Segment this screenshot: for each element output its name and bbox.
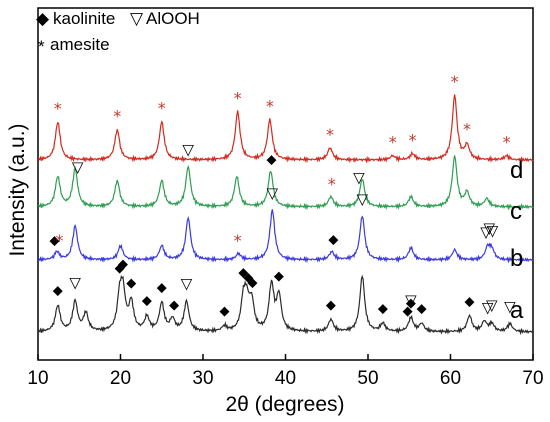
amesite-marker-11: * — [451, 72, 459, 91]
x-tick-label-20: 20 — [110, 368, 131, 389]
x-axis-label: 2θ (degrees) — [225, 393, 344, 416]
alooh-marker-12: ▽ — [182, 140, 194, 158]
x-tick-label-50: 50 — [357, 368, 378, 389]
amesite-marker-5: * — [234, 231, 242, 250]
legend-kaolinite-symbol: ◆ — [36, 9, 50, 28]
kaolinite-marker-7: ◆ — [219, 304, 229, 319]
kaolinite-marker-11: ◆ — [266, 152, 276, 167]
kaolinite-marker-20: ◆ — [50, 234, 60, 249]
amesite-marker-6: * — [266, 97, 274, 116]
alooh-marker-10: ▽ — [487, 222, 499, 240]
x-tick-label-10: 10 — [27, 368, 48, 389]
series-c-line — [37, 155, 534, 211]
amesite-marker-12: * — [463, 120, 471, 139]
legend-amesite-label: amesite — [50, 35, 110, 54]
alooh-marker-3: ▽ — [356, 190, 368, 208]
alooh-marker-4: ▽ — [405, 291, 417, 309]
kaolinite-marker-10: ◆ — [248, 275, 258, 290]
alooh-marker-1: ▽ — [181, 275, 193, 293]
amesite-marker-8: * — [328, 174, 336, 193]
legend-kaolinite-label: kaolinite — [53, 9, 115, 28]
plot-frame — [37, 7, 534, 361]
kaolinite-marker-9: ◆ — [243, 270, 253, 285]
alooh-marker-9: ▽ — [484, 219, 496, 237]
legend-amesite-symbol: * — [38, 37, 45, 56]
series-d-line — [37, 94, 534, 164]
kaolinite-marker-2: ◆ — [118, 257, 128, 272]
amesite-marker-9: * — [389, 133, 397, 152]
kaolinite-marker-19: ◆ — [464, 294, 474, 309]
alooh-marker-7: ▽ — [504, 298, 516, 316]
series-a-line — [37, 274, 534, 336]
amesite-marker-0: * — [54, 99, 62, 118]
alooh-marker-2: ▽ — [267, 184, 279, 202]
kaolinite-marker-17: ◆ — [406, 296, 416, 311]
x-tick-label-60: 60 — [440, 368, 461, 389]
kaolinite-marker-5: ◆ — [157, 280, 167, 295]
kaolinite-marker-0: ◆ — [53, 284, 63, 299]
kaolinite-marker-14: ◆ — [328, 232, 338, 247]
x-tick-label-70: 70 — [522, 368, 543, 389]
kaolinite-marker-18: ◆ — [417, 302, 427, 317]
y-axis-label: Intensity (a.u.) — [6, 123, 29, 256]
alooh-marker-11: ▽ — [72, 158, 84, 176]
alooh-marker-8: ▽ — [480, 223, 492, 241]
markers-layer: ◆◆◆◆◆◆◆ ◆◆◆◆◆◆◆◆◆ ◆◆ ◆ ◆◆▽ ▽▽ ▽▽ ▽▽ ▽▽▽▽▽▽▽*** **… — [50, 72, 517, 319]
amesite-marker-1: * — [55, 231, 63, 250]
curve-label-d: d — [510, 157, 523, 184]
alooh-marker-13: ▽ — [353, 169, 365, 187]
legend: ◆ kaolinite ▽ AlOOH * amesite — [36, 9, 200, 56]
amesite-marker-3: * — [158, 99, 166, 118]
amesite-marker-4: * — [234, 89, 242, 108]
series-b-line — [37, 209, 534, 264]
curve-label-b: b — [510, 245, 523, 272]
kaolinite-marker-15: ◆ — [378, 302, 388, 317]
kaolinite-marker-8: ◆ — [238, 266, 248, 281]
amesite-marker-10: * — [409, 131, 417, 150]
amesite-marker-13: * — [503, 133, 511, 152]
curves-layer — [37, 94, 534, 336]
x-tick-label-30: 30 — [192, 368, 213, 389]
x-ticks: 10 20 30 40 50 60 70 — [27, 354, 544, 389]
legend-alooh-symbol: ▽ — [130, 9, 144, 28]
kaolinite-marker-13: ◆ — [326, 298, 336, 313]
kaolinite-marker-4: ◆ — [142, 294, 152, 309]
alooh-marker-5: ▽ — [482, 298, 494, 316]
kaolinite-marker-1: ◆ — [115, 261, 125, 276]
curve-label-a: a — [510, 297, 524, 324]
kaolinite-marker-3: ◆ — [126, 276, 136, 291]
kaolinite-marker-6: ◆ — [169, 298, 179, 313]
curve-label-c: c — [510, 198, 522, 225]
kaolinite-marker-12: ◆ — [274, 269, 284, 284]
alooh-marker-0: ▽ — [69, 274, 81, 292]
kaolinite-marker-16: ◆ — [403, 304, 413, 319]
legend-alooh-label: AlOOH — [146, 9, 200, 28]
amesite-marker-7: * — [326, 125, 334, 144]
amesite-marker-2: * — [113, 107, 121, 126]
alooh-marker-6: ▽ — [486, 296, 498, 314]
x-tick-label-40: 40 — [275, 368, 296, 389]
